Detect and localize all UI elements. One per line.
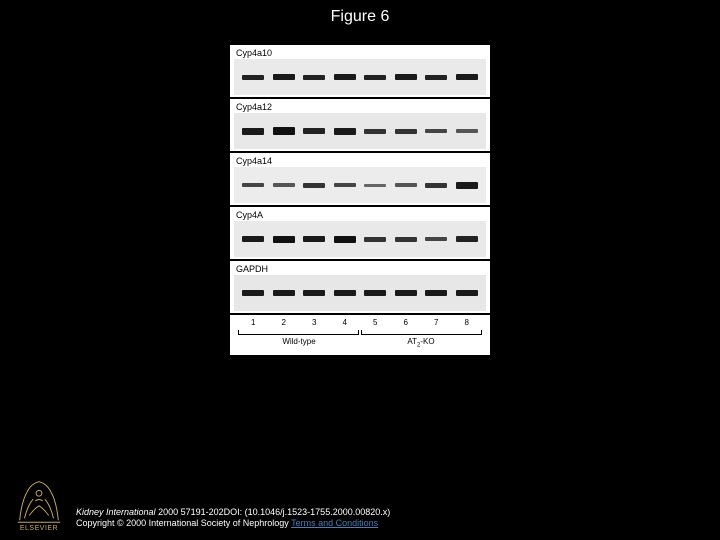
band [456,74,478,80]
band [334,183,356,187]
lane-number: 8 [465,318,469,327]
blot-panel: GAPDH [230,261,490,313]
band-row [234,221,486,257]
band [456,182,478,189]
band [364,290,386,296]
band [456,129,478,133]
band [242,290,264,296]
citation-line1: Kidney International 2000 57191-202DOI: … [76,507,390,519]
band [303,75,325,80]
band [364,184,386,187]
band [425,129,447,133]
terms-link[interactable]: Terms and Conditions [291,518,378,528]
band [395,237,417,242]
band [273,127,295,135]
band [242,128,264,135]
band [303,236,325,242]
band-row [234,275,486,311]
band [273,290,295,296]
band [395,129,417,134]
band [364,129,386,134]
blot-panel: Cyp4A [230,207,490,259]
band-row [234,167,486,203]
elsevier-logo: ELSEVIER [10,472,68,530]
journal-name: Kidney International [76,507,156,517]
blot-panel: Cyp4a10 [230,45,490,97]
lane-number: 3 [312,318,316,327]
band [334,128,356,135]
lane-numbers: 1 2 3 4 5 6 7 8 [234,318,486,327]
band [425,183,447,188]
bracket [238,330,359,335]
band [425,237,447,241]
band [456,290,478,296]
bracket [361,330,482,335]
band [273,183,295,187]
band [395,183,417,187]
blot-label: Cyp4A [234,209,486,221]
blot-label: Cyp4a10 [234,47,486,59]
group-label: Wild-type [238,337,360,349]
blot-panel: Cyp4a12 [230,99,490,151]
blot-label: Cyp4a14 [234,155,486,167]
band [364,237,386,242]
band [303,290,325,296]
band [303,183,325,188]
band [425,75,447,80]
blot-label: GAPDH [234,263,486,275]
band-row [234,113,486,149]
band [334,290,356,296]
lanes-panel: 1 2 3 4 5 6 7 8 Wild-typeAT2-KO [230,315,490,355]
band [456,236,478,242]
band [334,236,356,243]
citation-line2: Copyright © 2000 International Society o… [76,518,390,530]
citation-ref: 2000 57191-202DOI: (10.1046/j.1523-1755.… [156,507,391,517]
group-brackets [234,330,486,335]
group-labels: Wild-typeAT2-KO [234,337,486,349]
lane-number: 7 [434,318,438,327]
lane-number: 6 [404,318,408,327]
blot-label: Cyp4a12 [234,101,486,113]
band-row [234,59,486,95]
lane-number: 2 [282,318,286,327]
group-label: AT2-KO [360,337,482,349]
footer: ELSEVIER Kidney International 2000 57191… [10,472,710,530]
elsevier-text: ELSEVIER [10,525,68,532]
figure-title: Figure 6 [331,8,390,26]
western-blots: Cyp4a10 Cyp4a12 Cyp4a14 Cyp4A GAPDH 1 2 3 4 5 6 7 8 W… [230,45,490,355]
copyright-text: Copyright © 2000 International Society o… [76,518,291,528]
band [242,236,264,242]
blot-panel: Cyp4a14 [230,153,490,205]
band [425,290,447,296]
lane-number: 1 [251,318,255,327]
band [395,74,417,80]
citation: Kidney International 2000 57191-202DOI: … [76,507,390,530]
band [273,236,295,243]
band [303,128,325,134]
band [395,290,417,296]
lane-number: 5 [373,318,377,327]
band [242,183,264,187]
band [334,74,356,80]
band [242,75,264,80]
band [364,75,386,80]
lane-number: 4 [343,318,347,327]
band [273,74,295,80]
